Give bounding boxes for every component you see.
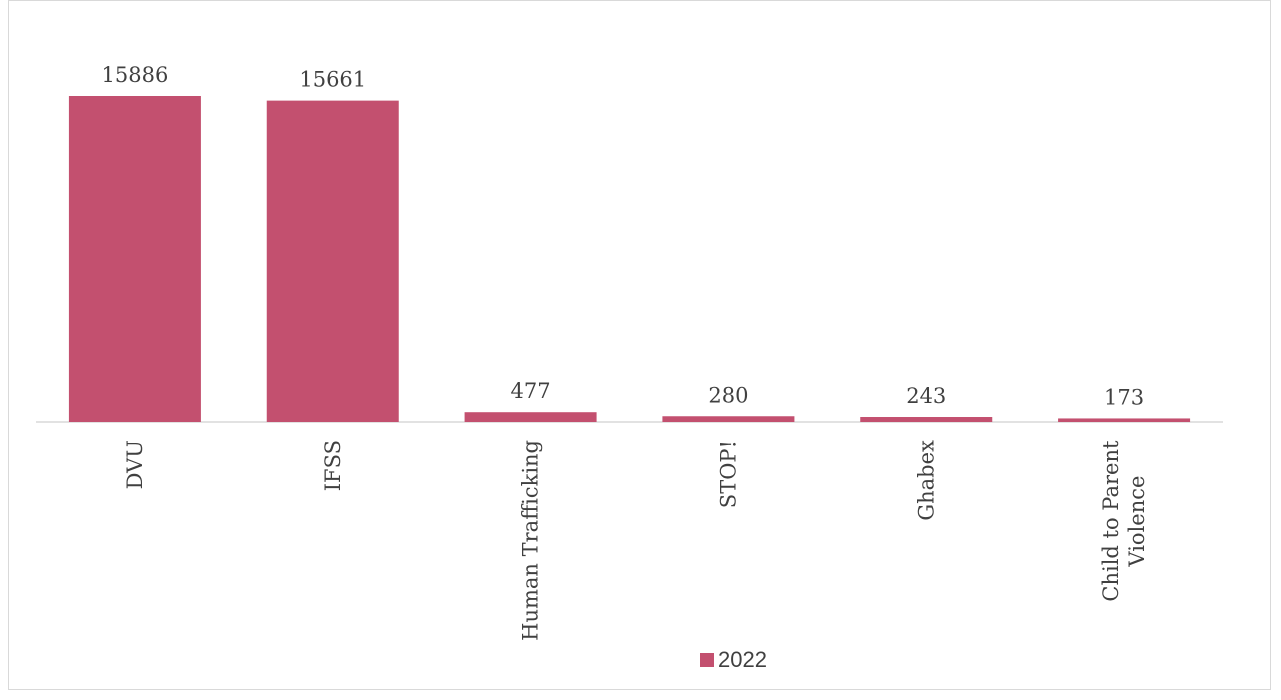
category-label-line: Violence	[1125, 476, 1149, 568]
bar-2	[464, 412, 597, 422]
data-label-0: 15886	[102, 63, 169, 87]
category-label-line: Human Trafficking	[519, 440, 543, 641]
category-label-line: STOP!	[716, 440, 740, 508]
bar-3	[662, 416, 795, 422]
category-label-2: Human Trafficking	[519, 440, 543, 641]
data-label-1: 15661	[299, 68, 366, 92]
bar-0	[68, 96, 201, 422]
legend: 2022	[700, 647, 767, 672]
category-label-1: IFSS	[321, 440, 345, 491]
bar-1	[266, 100, 399, 422]
data-label-3: 280	[708, 383, 748, 407]
category-label-line: Child to Parent	[1099, 440, 1123, 602]
category-label-line: IFSS	[321, 440, 345, 491]
category-label-3: STOP!	[716, 440, 740, 508]
category-label-4: Ghabex	[914, 440, 938, 521]
bar-4	[860, 417, 993, 422]
category-label-0: DVU	[123, 440, 147, 489]
data-label-4: 243	[906, 384, 946, 408]
data-label-5: 173	[1104, 385, 1144, 409]
category-label-line: DVU	[123, 440, 147, 489]
legend-swatch	[700, 653, 714, 667]
chart-frame	[8, 0, 1271, 690]
legend-label: 2022	[718, 647, 767, 672]
bar-5	[1058, 418, 1191, 422]
data-label-2: 477	[511, 379, 551, 403]
category-label-5: Child to ParentViolence	[1099, 440, 1149, 602]
category-label-line: Ghabex	[914, 440, 938, 521]
